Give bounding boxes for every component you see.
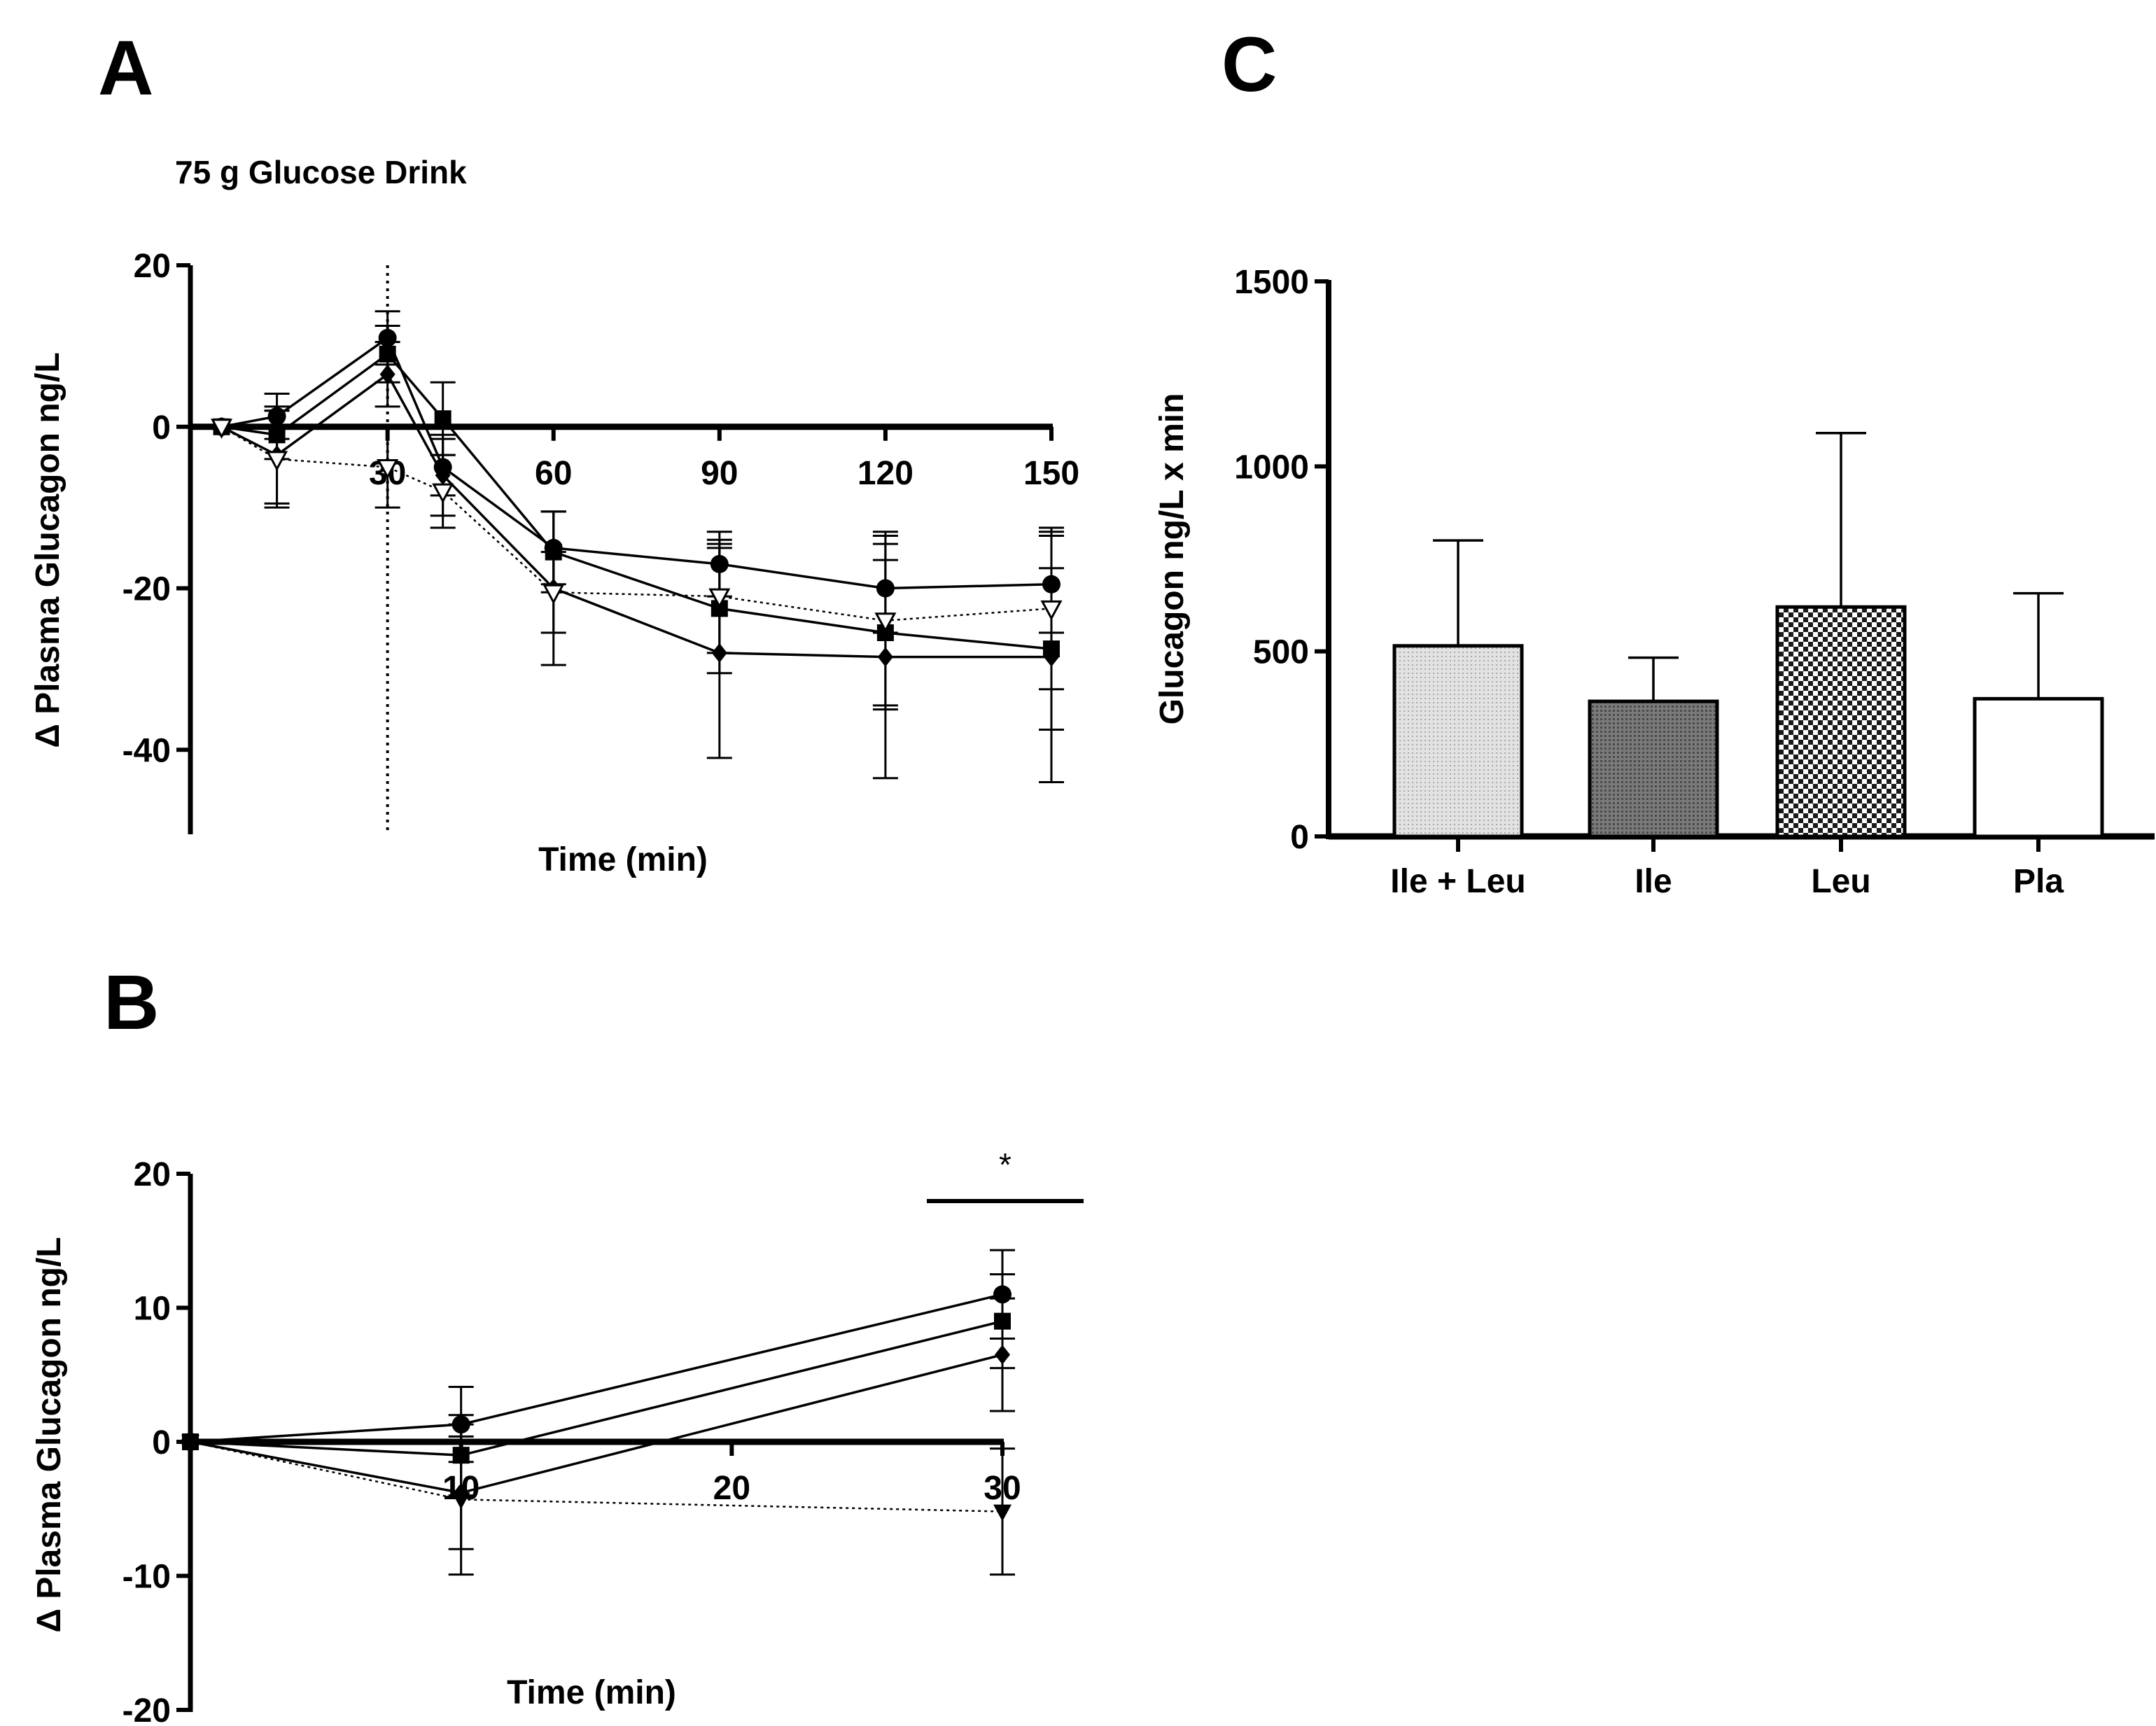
panel-a-series-triangle	[211, 409, 1064, 711]
panel-b-series-circle	[181, 1249, 1015, 1464]
panel-c-bar-pla	[1973, 696, 2104, 839]
panel-a-series-triangle-line	[220, 426, 1052, 622]
panel-c-bar-ile	[1588, 699, 1719, 839]
panel-b-y-tick-label: -20	[122, 1692, 171, 1726]
panel-a-y-tick-label: -40	[122, 732, 171, 769]
panel-b-series-diamond-line	[190, 1353, 1003, 1494]
panel-a-y-tick-label: -20	[122, 571, 171, 608]
panel-c-category-label: Pla	[2013, 863, 2064, 900]
panel-a-series-diamond	[214, 341, 1064, 783]
panel-b-series-triangle-line	[190, 1440, 1003, 1513]
panel-a-series-triangle-point	[377, 458, 399, 479]
panel-a-x-tick-label: 60	[535, 455, 572, 492]
panel-a-series-triangle-point	[542, 584, 565, 605]
panel-b-series-diamond	[183, 1297, 1015, 1550]
panel-c-y-tick-label: 1000	[1234, 449, 1309, 486]
panel-a-series-triangle-point	[874, 612, 897, 633]
panel-a-series-triangle-point	[432, 483, 454, 504]
panel-a-series-square	[213, 325, 1064, 731]
panel-c-y-tick-label: 500	[1253, 634, 1309, 671]
panel-label-b: B	[104, 960, 159, 1046]
panel-a-series-triangle-point	[1040, 600, 1063, 621]
panel-b-significance-star: *	[999, 1146, 1011, 1183]
panel-b-series-triangle	[181, 1423, 1015, 1576]
panel-c-category-label: Ile	[1634, 863, 1672, 900]
panel-c-y-tick-label: 0	[1290, 819, 1309, 856]
panel-c-bar-leu	[1775, 605, 1907, 839]
panel-a-series-square-point	[434, 410, 451, 428]
panel-a-series-diamond-point	[379, 364, 396, 384]
panel-b-y-tick-label: 10	[134, 1291, 171, 1328]
panel-a-y-tick-label: 20	[134, 248, 171, 285]
panel-a-series-triangle-point	[211, 419, 233, 439]
panel-a-x-tick-label: 150	[1023, 455, 1079, 492]
panel-b-series-triangle-point	[451, 1492, 470, 1510]
panel-c-category-label: Leu	[1811, 863, 1870, 900]
panel-b-y-tick-label: 0	[152, 1424, 171, 1461]
panel-a-series-circle	[212, 310, 1064, 634]
panel-a-x-tick-label: 90	[701, 455, 738, 492]
panel-a-series-circle-line	[221, 336, 1052, 590]
panel-a-x-axis-label: Time (min)	[538, 841, 708, 878]
panel-b-series-triangle-point	[993, 1504, 1011, 1522]
panel-b-series-triangle-point	[181, 1435, 200, 1452]
panel-b-series-diamond-point	[995, 1345, 1010, 1365]
panel-c-chart: 1500 1000 500 0 Glucagon ng/L x min Ile + Leu…	[1154, 264, 2155, 900]
panel-c-category-label: Ile + Leu	[1390, 863, 1525, 900]
panel-a-series-triangle-point	[708, 588, 731, 609]
panel-b-x-axis-label: Time (min)	[507, 1674, 676, 1711]
panel-c-y-tick-label: 1500	[1234, 264, 1309, 301]
panel-a-x-tick-label: 120	[858, 455, 913, 492]
panel-a-series-square-line	[221, 352, 1052, 650]
panel-b-x-tick-label: 20	[713, 1470, 750, 1507]
panel-a-y-axis-label: Δ Plasma Glucagon ng/L	[29, 352, 66, 748]
panel-label-a: A	[98, 25, 153, 111]
panel-b-y-axis-label: Δ Plasma Glucagon ng/L	[31, 1237, 68, 1632]
panel-b-y-tick-label: -10	[122, 1559, 171, 1596]
panel-a-title: 75 g Glucose Drink	[175, 154, 467, 190]
panel-a-series-triangle-point	[266, 451, 288, 472]
panel-a-y-tick-label: 0	[152, 409, 171, 447]
panel-c-y-axis-label: Glucagon ng/L x min	[1154, 393, 1191, 725]
panel-a-series-diamond-line	[220, 372, 1051, 659]
panel-label-c: C	[1222, 22, 1277, 108]
panel-a-chart: 75 g Glucose Drink200-20-40306090120150T…	[29, 154, 1079, 878]
panel-c-bar-ile-leu	[1392, 644, 1524, 839]
panel-b-series-circle-line	[190, 1293, 1003, 1443]
panel-b-y-tick-label: 20	[134, 1156, 171, 1193]
panel-b-series-square	[182, 1273, 1015, 1497]
